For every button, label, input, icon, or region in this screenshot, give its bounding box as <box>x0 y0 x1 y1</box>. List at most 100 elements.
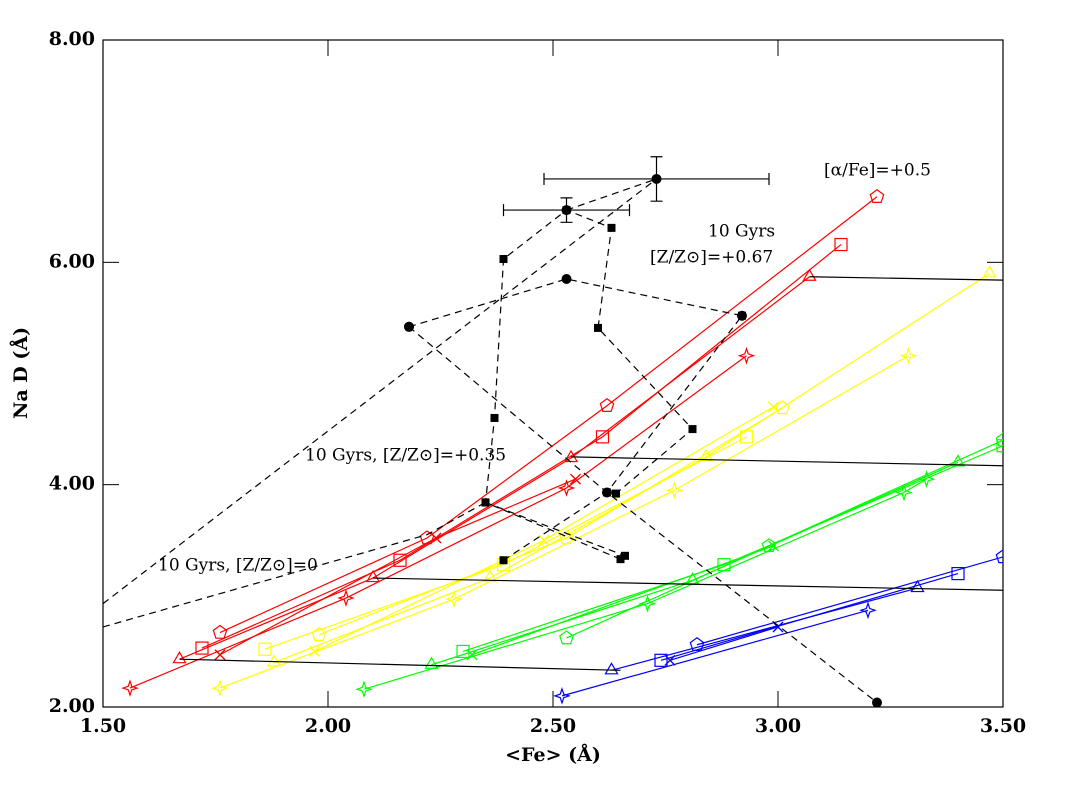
marker <box>499 254 508 263</box>
model-line <box>179 276 810 660</box>
marker <box>365 569 381 583</box>
marker <box>802 268 817 281</box>
marker <box>604 662 619 675</box>
y-axis-label: Na D (Å) <box>9 327 32 419</box>
dashed-line <box>485 501 626 557</box>
marker <box>599 397 615 413</box>
marker <box>195 641 209 655</box>
marker <box>951 566 965 581</box>
marker <box>595 430 610 444</box>
marker <box>621 551 629 560</box>
marker <box>355 680 373 699</box>
marker <box>538 534 550 546</box>
plot-area <box>103 156 1003 707</box>
x-tick-label: 1.50 <box>80 715 126 737</box>
marker <box>570 473 581 485</box>
model-line <box>264 436 747 650</box>
model-line <box>431 461 959 666</box>
x-tick-label: 3.50 <box>980 715 1026 737</box>
marker <box>995 432 1003 447</box>
model-line <box>669 626 779 661</box>
annotation: [α/Fe]=+0.5 <box>824 161 931 181</box>
marker <box>603 488 611 497</box>
marker <box>996 439 1003 453</box>
y-tick-label: 6.00 <box>49 250 95 272</box>
marker <box>258 642 272 656</box>
axes: 1.50 2.00 2.50 3.00 3.502.004.006.008.00[α/F… <box>49 28 1026 737</box>
marker <box>337 589 355 607</box>
marker <box>917 470 936 488</box>
y-tick-label: 8.00 <box>49 28 95 50</box>
marker <box>768 540 779 552</box>
marker <box>309 645 320 657</box>
marker <box>481 498 490 507</box>
model-line <box>314 406 774 652</box>
marker <box>859 601 877 620</box>
marker <box>869 189 885 204</box>
model-line <box>219 355 909 689</box>
marker <box>738 311 746 320</box>
marker <box>612 489 620 498</box>
marker <box>121 679 139 697</box>
marker <box>559 630 574 645</box>
model-line <box>201 244 842 649</box>
marker <box>895 483 913 502</box>
marker <box>553 687 571 705</box>
marker <box>266 654 282 667</box>
marker <box>775 400 790 415</box>
model-line <box>696 556 1003 646</box>
model-line <box>570 456 1003 467</box>
x-axis-label: <Fe> (Å) <box>505 743 601 766</box>
marker <box>654 653 668 667</box>
marker <box>665 481 684 500</box>
marker <box>445 590 463 609</box>
marker <box>490 413 499 422</box>
y-tick-label: 2.00 <box>49 695 95 717</box>
marker <box>561 274 572 285</box>
annotation: 10 Gyrs, [Z/Z⊙]=0 <box>158 556 318 576</box>
y-tick-label: 4.00 <box>49 473 95 495</box>
marker <box>688 425 697 434</box>
model-line <box>219 196 878 634</box>
annotation: [Z/Z⊙]=+0.67 <box>650 248 773 268</box>
plot-frame <box>102 39 1004 708</box>
model-line <box>372 577 1003 591</box>
model-line <box>363 478 927 690</box>
marker <box>834 237 848 252</box>
marker <box>664 654 676 666</box>
marker <box>910 579 925 593</box>
x-tick-label: 3.00 <box>755 715 801 737</box>
marker <box>872 697 882 707</box>
model-line <box>611 587 918 671</box>
model-line <box>471 545 774 656</box>
marker <box>557 479 576 497</box>
dashed-line <box>503 315 743 561</box>
model-line <box>179 658 621 671</box>
model-line <box>129 355 747 689</box>
marker <box>607 223 616 232</box>
marker <box>594 323 602 332</box>
marker <box>404 321 414 332</box>
y-error-bar <box>560 197 573 223</box>
annotation: 10 Gyrs, [Z/Z⊙]=+0.35 <box>305 446 506 466</box>
model-line <box>318 407 783 636</box>
marker <box>430 532 442 544</box>
dashed-line <box>103 178 657 605</box>
model-line <box>273 272 990 664</box>
model-line <box>462 445 1003 652</box>
marker <box>737 346 756 365</box>
marker <box>214 649 226 661</box>
marker <box>499 556 508 565</box>
model-line <box>809 276 1003 281</box>
x-tick-label: 2.50 <box>530 715 576 737</box>
x-tick-label: 2.00 <box>305 715 351 737</box>
marker <box>211 679 229 697</box>
marker <box>698 448 714 461</box>
dashed-line <box>566 178 657 211</box>
marker <box>950 454 966 467</box>
dashed-line <box>103 501 486 628</box>
marker <box>616 555 625 564</box>
model-line <box>561 609 869 697</box>
